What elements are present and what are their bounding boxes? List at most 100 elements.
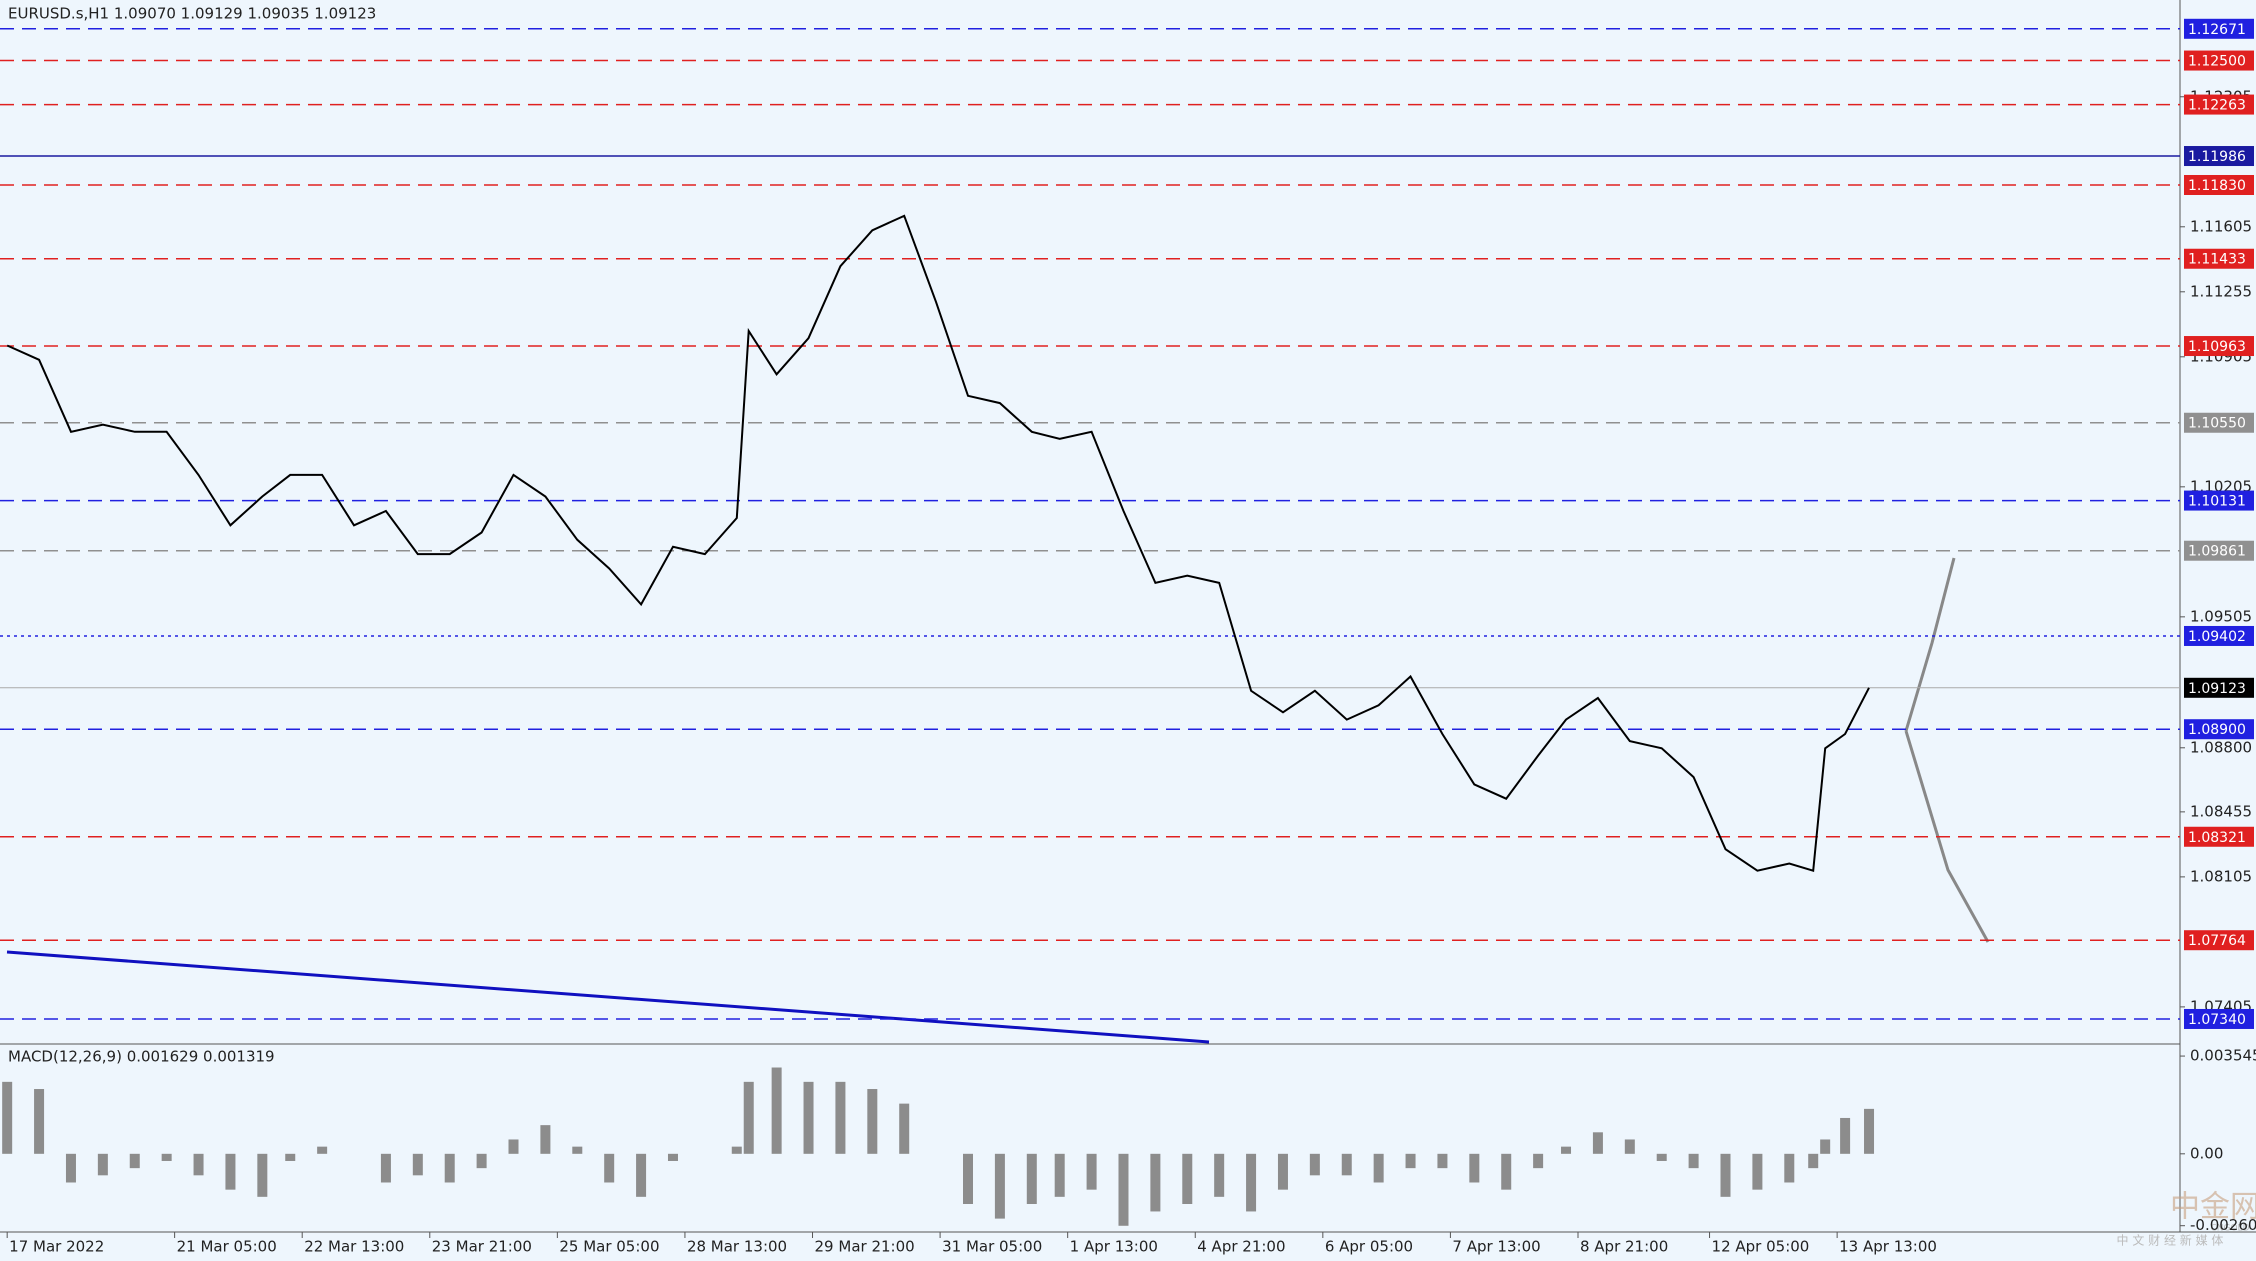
level-label: 1.11830 (2188, 178, 2246, 194)
level-label-box (2184, 1008, 2254, 1029)
level-label: 1.11433 (2188, 252, 2246, 268)
level-label: 1.11986 (2188, 149, 2246, 165)
watermark-sub: 中 文 财 经 新 媒 体 (2117, 1233, 2224, 1248)
x-tick-label: 22 Mar 13:00 (304, 1238, 404, 1256)
level-label: 1.12500 (2188, 54, 2246, 70)
x-tick-label: 13 Apr 13:00 (1839, 1238, 1937, 1256)
macd-bar (257, 1153, 268, 1197)
macd-bar (743, 1081, 754, 1154)
level-label-box (2184, 625, 2254, 646)
macd-bar (476, 1153, 487, 1169)
macd-bar (1624, 1139, 1635, 1154)
macd-bar (1469, 1153, 1480, 1183)
arrow-down (1904, 730, 1990, 943)
x-tick-label: 8 Apr 21:00 (1580, 1238, 1668, 1256)
y-tick-label: 0.00 (2190, 1144, 2223, 1162)
level-label-box (2184, 248, 2254, 269)
x-tick-label: 4 Apr 21:00 (1197, 1238, 1285, 1256)
level-label: 1.10550 (2188, 416, 2246, 432)
x-tick-label: 31 Mar 05:00 (942, 1238, 1042, 1256)
level-label-box (2184, 50, 2254, 71)
macd-bar (835, 1081, 846, 1154)
price-line (6, 214, 1870, 873)
x-tick-label: 23 Mar 21:00 (432, 1238, 532, 1256)
level-label-box (2184, 18, 2254, 39)
level-label: 1.09861 (2188, 544, 2246, 560)
macd-bar (731, 1146, 742, 1154)
x-tick-label: 29 Mar 21:00 (815, 1238, 915, 1256)
macd-bar (412, 1153, 423, 1176)
macd-bar (803, 1081, 814, 1154)
macd-bar (97, 1153, 108, 1176)
y-tick-label: 1.08105 (2190, 867, 2252, 885)
macd-bar (2, 1081, 13, 1154)
y-tick-label: 1.11605 (2190, 217, 2252, 235)
level-label: 1.12671 (2188, 22, 2246, 38)
macd-bar (604, 1153, 615, 1183)
macd-bar (867, 1089, 878, 1154)
macd-bar (1592, 1132, 1603, 1154)
x-tick-label: 6 Apr 05:00 (1325, 1238, 1413, 1256)
macd-bar (1437, 1153, 1448, 1169)
macd-bar (994, 1153, 1005, 1219)
level-label-box (2184, 490, 2254, 511)
macd-bar (1054, 1153, 1065, 1197)
macd-bar (1214, 1153, 1225, 1197)
level-label-box (2184, 146, 2254, 167)
level-label-box (2184, 540, 2254, 561)
y-tick-label: 1.09505 (2190, 607, 2252, 625)
macd-bar (1150, 1153, 1161, 1212)
arrow-up (1904, 557, 1956, 732)
macd-bar (1182, 1153, 1193, 1204)
level-label-box (2184, 94, 2254, 115)
macd-bar (1784, 1153, 1795, 1183)
macd-bar (1405, 1153, 1416, 1169)
last-price-box (2184, 677, 2254, 698)
level-label: 1.07764 (2188, 933, 2246, 949)
macd-bar (1656, 1153, 1667, 1161)
macd-bar (540, 1125, 551, 1154)
macd-bar (1118, 1153, 1129, 1226)
y-tick-label: 0.003545 (2190, 1047, 2256, 1065)
x-tick-label: 21 Mar 05:00 (177, 1238, 277, 1256)
macd-bar (899, 1103, 910, 1154)
forecast-arrows (1904, 557, 1990, 943)
level-label-box (2184, 826, 2254, 847)
x-tick-label: 25 Mar 05:00 (559, 1238, 659, 1256)
x-tick-label: 17 Mar 2022 (9, 1238, 104, 1256)
macd-bar (1246, 1153, 1257, 1212)
level-label-box (2184, 930, 2254, 951)
macd-bar (129, 1153, 140, 1169)
y-tick-label: 1.08455 (2190, 802, 2252, 820)
macd-bar (380, 1153, 391, 1183)
macd-bar (1820, 1139, 1831, 1154)
macd-bar (34, 1089, 45, 1154)
macd-bar (667, 1153, 678, 1161)
macd-title: MACD(12,26,9) 0.001629 0.001319 (8, 1048, 275, 1066)
macd-bar (1309, 1153, 1320, 1176)
macd-bar (1501, 1153, 1512, 1190)
macd-bar (65, 1153, 76, 1183)
level-label: 1.12263 (2188, 98, 2246, 114)
macd-bar (1373, 1153, 1384, 1183)
macd-bar (193, 1153, 204, 1176)
macd-bar (225, 1153, 236, 1190)
macd-bar (1341, 1153, 1352, 1176)
level-label: 1.09402 (2188, 629, 2246, 645)
macd-bar (1533, 1153, 1544, 1169)
macd-bar (771, 1067, 782, 1154)
macd-bar (508, 1139, 519, 1154)
macd-bar (1808, 1153, 1819, 1169)
x-tick-label: 28 Mar 13:00 (687, 1238, 787, 1256)
macd-bar (572, 1146, 583, 1154)
macd-bar (317, 1146, 328, 1154)
level-label-box (2184, 412, 2254, 433)
y-tick-label: 1.08800 (2190, 738, 2252, 756)
chart-title: EURUSD.s,H1 1.09070 1.09129 1.09035 1.09… (8, 5, 376, 23)
level-label: 1.07340 (2188, 1012, 2246, 1028)
level-label: 1.08321 (2188, 830, 2246, 846)
macd-bar (963, 1153, 974, 1204)
level-label-box (2184, 174, 2254, 195)
